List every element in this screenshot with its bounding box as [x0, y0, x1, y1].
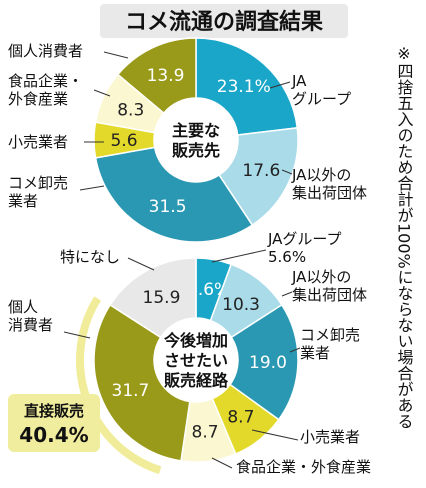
leader-line	[127, 257, 155, 271]
slice-value-label: 13.9	[147, 66, 185, 86]
direct-sales-label: 直接販売	[24, 402, 84, 420]
leader-line	[281, 169, 293, 175]
pie-slice	[94, 146, 254, 243]
category-label: JA	[291, 72, 307, 90]
pie-center-label: 今後増加	[163, 331, 228, 350]
footnote: ※四捨五入のため合計が100%にならない場合がある	[395, 44, 414, 429]
category-label: 業者	[8, 192, 38, 210]
category-label: 外食産業	[8, 90, 68, 108]
category-label: 個人消費者	[8, 42, 83, 60]
category-label: 集出荷団体	[292, 184, 367, 202]
slice-value-label: 19.0	[249, 353, 287, 373]
leader-line	[63, 331, 91, 339]
category-label: 小売業者	[8, 133, 68, 151]
leader-line	[251, 429, 299, 441]
pie-slice	[109, 257, 197, 339]
leader-line	[79, 185, 105, 191]
slice-value-label: 31.7	[112, 381, 150, 401]
slice-value-label: 8.7	[227, 407, 254, 427]
direct-sales-value: 40.4%	[19, 423, 88, 447]
category-label: コメ卸売	[8, 174, 68, 192]
category-label: 食品企業・外食産業	[236, 458, 371, 476]
direct-sales-box	[8, 394, 100, 452]
pie-slice	[218, 127, 299, 227]
slice-value-label: 15.9	[143, 288, 181, 308]
leader-line	[103, 51, 129, 59]
title-banner	[100, 4, 348, 38]
slice-value-label: 8.7	[192, 422, 219, 442]
pie-slice	[195, 37, 299, 136]
category-label: 特になし	[60, 248, 120, 266]
category-label: 集出荷団体	[292, 286, 367, 304]
chart-title: コメ流通の調査結果	[125, 9, 323, 35]
leader-line	[269, 81, 291, 89]
category-label: 小売業者	[300, 428, 360, 446]
pie-center-label: 主要な	[172, 121, 220, 140]
slice-value-label: 23.1%	[217, 77, 271, 97]
slice-value-label: 8.3	[117, 101, 144, 121]
leader-line	[281, 291, 293, 297]
category-label: コメ卸売	[300, 326, 360, 344]
category-label: JA以外の	[291, 166, 351, 184]
pie-center-label: させたい	[164, 351, 228, 370]
slice-value-label: 10.3	[222, 295, 260, 315]
pie-center-label: 販売経路	[164, 371, 229, 390]
category-label: JA以外の	[291, 268, 351, 286]
leader-line	[93, 89, 111, 97]
pie-slice	[229, 303, 299, 421]
category-label: 消費者	[8, 316, 53, 334]
slice-value-label: 5.6	[110, 131, 137, 151]
category-label: 個人	[8, 298, 38, 316]
category-label: 5.6%	[268, 248, 306, 266]
category-label: JAグループ	[267, 230, 342, 248]
slice-value-label: 17.6	[242, 161, 280, 181]
pie-slice	[93, 303, 191, 462]
pie-center	[155, 99, 237, 181]
leader-line	[211, 249, 267, 263]
category-label: グループ	[292, 90, 351, 108]
pie-slice	[116, 37, 197, 115]
pie-center	[155, 319, 237, 401]
category-label: 業者	[300, 344, 330, 362]
category-label: 食品企業・	[8, 72, 83, 90]
leader-line	[289, 347, 301, 353]
leader-line	[211, 457, 233, 469]
pie-center-label: 販売先	[172, 141, 220, 160]
slice-value-label: 31.5	[149, 197, 187, 217]
